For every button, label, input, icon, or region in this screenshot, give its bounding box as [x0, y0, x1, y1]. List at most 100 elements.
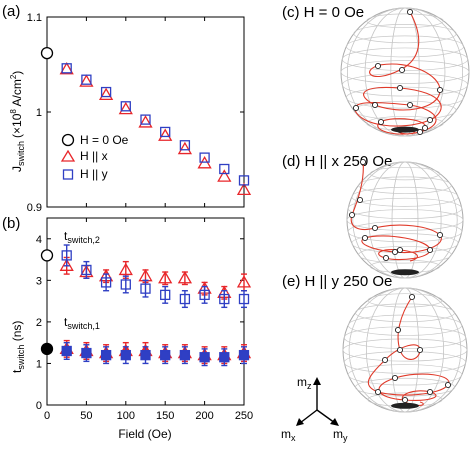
point-b-s3-6 [179, 293, 191, 305]
latitude-line [367, 293, 443, 308]
plot-frame-a [46, 16, 245, 208]
point-a-s1-2 [98, 87, 114, 101]
latitude-line [342, 338, 468, 362]
x-axis-label: Field (Oe) [118, 427, 171, 441]
latitude-line [358, 246, 452, 264]
mz-arrowhead [313, 377, 321, 385]
latitude-line [347, 314, 463, 336]
latitude-line [347, 221, 463, 243]
trajectory-point [371, 101, 379, 109]
longitude-line [368, 161, 442, 279]
panel-label-e: (e) H || y 250 Oe [282, 273, 392, 290]
marks-a [40, 46, 252, 196]
longitude-line [348, 287, 462, 413]
x-tick-label-2: 100 [117, 410, 135, 422]
point-b-s3-3 [120, 279, 131, 290]
panel-label-a: (a) [2, 3, 20, 20]
trajectory-point [396, 84, 404, 92]
x-tick-label-4: 200 [195, 410, 213, 422]
longitude-line [348, 287, 462, 413]
point-b-s3-7 [199, 289, 210, 301]
point-b-s2-9 [236, 275, 252, 288]
latitude-line [340, 60, 470, 84]
axes-b: 0 50 100 150 200 250 0 1 2 3 4 [36, 218, 253, 422]
point-a-s2-7 [199, 152, 210, 163]
point-a-s2-5 [160, 126, 171, 138]
trajectory-point [391, 248, 399, 256]
latitude-line [346, 209, 464, 231]
sphere-c-dots [352, 8, 444, 136]
sphere-e [342, 287, 468, 413]
y-tick-label-a-0: 0.9 [27, 202, 42, 214]
longitude-line [364, 7, 446, 137]
point-b-s0-0 [40, 249, 54, 262]
legend-label-2: H || y [80, 167, 108, 181]
latitude-line [355, 303, 455, 323]
y-axis-label-b: tswitch (ns) [10, 321, 26, 373]
latitude-line [347, 364, 463, 386]
trajectory-point [377, 118, 385, 126]
point-a-s1-8 [217, 169, 232, 182]
point-b-s3-1 [81, 264, 92, 276]
latitude-line [345, 86, 465, 109]
legend-label-0: H = 0 Oe [80, 133, 129, 147]
y-tick-label-b-4: 4 [36, 234, 42, 246]
trajectory-point [421, 124, 429, 132]
trajectory-point [374, 62, 382, 70]
legend-marker-square [62, 169, 74, 180]
latitude-line [353, 24, 457, 44]
point-b-s1-0 [40, 342, 54, 356]
trajectory-point [401, 396, 409, 404]
trajectory-point [406, 101, 414, 109]
y-tick-label-a-1: 1 [36, 107, 42, 119]
latitude-line [355, 377, 455, 397]
sphere-e-grid [342, 287, 468, 413]
panel-label-d: (d) H || x 250 Oe [282, 153, 392, 170]
longitude-line [346, 7, 464, 137]
latitude-line [358, 176, 452, 194]
point-b-s5-7 [199, 352, 210, 363]
annotation-tswitch1: tswitch,1 [64, 315, 100, 331]
my-arrow-line [316, 409, 336, 424]
axes-a: 0.9 1 1.1 [27, 12, 245, 214]
point-b-s5-1 [81, 347, 92, 359]
y-tick-label-b-3: 3 [36, 275, 42, 287]
trajectory-point [444, 381, 452, 389]
trajectory-point [408, 293, 416, 301]
point-b-s5-8 [219, 352, 230, 363]
point-a-s1-1 [79, 74, 94, 87]
pole-cluster [391, 269, 419, 276]
y-axis-label-a: Jswitch(×108 A/cm2) [9, 71, 26, 172]
trajectory-point [356, 196, 364, 204]
point-b-s5-4 [140, 349, 151, 361]
latitude-line [343, 326, 467, 349]
trajectory-point [426, 116, 434, 124]
point-a-s0-0 [40, 46, 54, 60]
legend-marker-triangle [60, 149, 76, 162]
trajectory-point [398, 66, 406, 74]
trajectory-point [359, 158, 367, 166]
point-a-s1-5 [158, 128, 173, 141]
point-a-s1-4 [138, 115, 153, 128]
x-tick-label-5: 250 [235, 410, 253, 422]
trajectory-point [381, 356, 389, 364]
latitude-line [369, 166, 441, 181]
point-a-s1-3 [118, 101, 133, 115]
sphere-c [340, 7, 470, 137]
panel-label-c: (c) H = 0 Oe [282, 4, 364, 21]
legend-label-1: H || x [80, 149, 108, 163]
trajectory-point [436, 231, 444, 239]
point-b-s3-4 [140, 283, 151, 294]
point-b-s5-3 [120, 349, 131, 361]
trajectory-point [416, 346, 424, 354]
mz-label: mz [297, 375, 312, 391]
trajectory-point [352, 104, 360, 112]
sphere-outline [346, 161, 464, 279]
mx-arrow-line [299, 409, 318, 424]
sphere-outline [342, 287, 468, 413]
trajectory-point [436, 86, 444, 94]
sphere-d-dots [348, 158, 444, 276]
point-b-s2-5 [158, 270, 173, 284]
trajectory-point [382, 254, 390, 262]
